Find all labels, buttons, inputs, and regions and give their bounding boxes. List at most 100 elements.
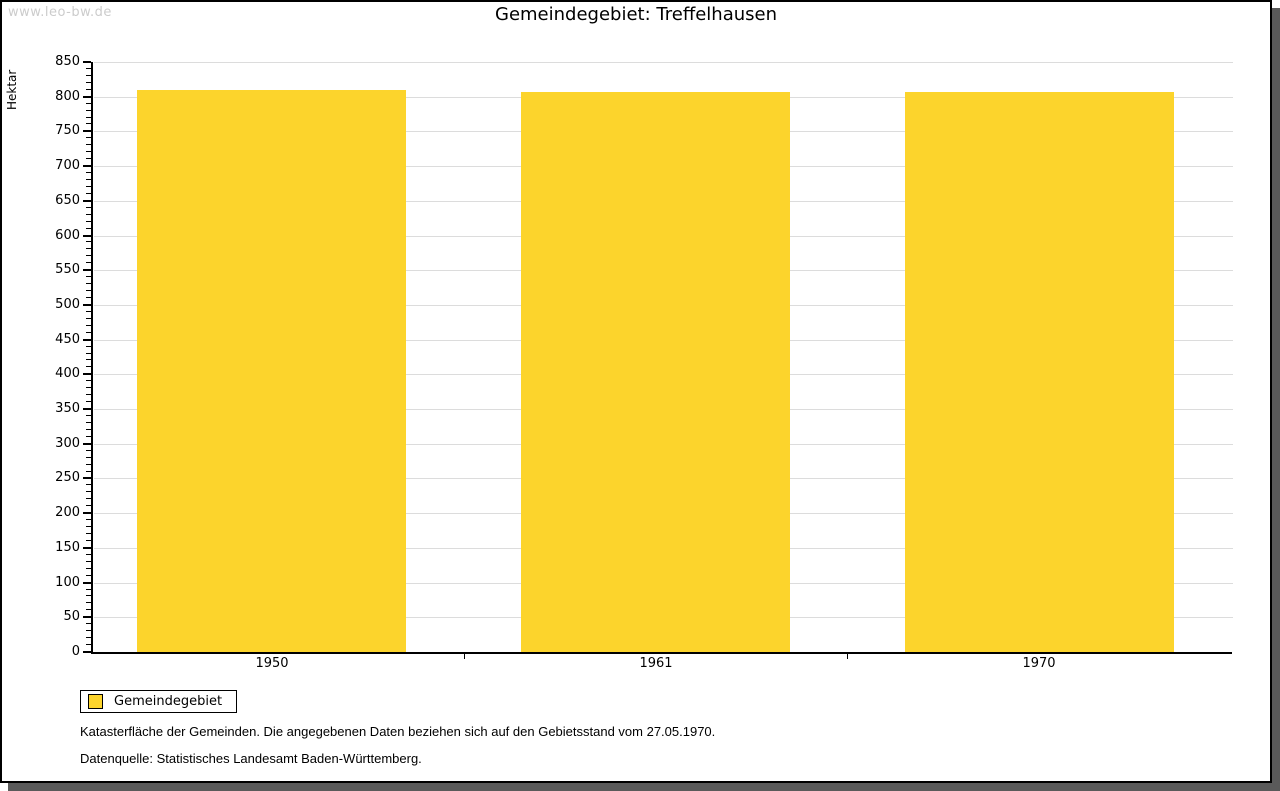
y-tick-minor: [86, 207, 91, 208]
y-tick-minor: [86, 436, 91, 437]
y-axis-line: [91, 62, 93, 654]
chart-title: Gemeindegebiet: Treffelhausen: [495, 4, 777, 25]
bar: [905, 91, 1174, 652]
y-tick-minor: [86, 89, 91, 90]
y-tick-label: 650: [55, 192, 80, 208]
y-tick-minor: [86, 637, 91, 638]
y-tick-minor: [86, 103, 91, 104]
y-tick-label: 100: [55, 574, 80, 590]
y-tick-minor: [86, 137, 91, 138]
y-tick-label: 150: [55, 539, 80, 555]
y-tick-minor: [86, 214, 91, 215]
legend: Gemeindegebiet: [80, 690, 238, 713]
y-tick-major: [83, 477, 91, 479]
y-tick-major: [83, 373, 91, 375]
y-tick-minor: [86, 394, 91, 395]
y-tick-minor: [86, 158, 91, 159]
category-boundary-tick: [847, 654, 848, 659]
y-tick-label: 400: [55, 366, 80, 382]
y-tick-major: [83, 269, 91, 271]
y-tick-major: [83, 130, 91, 132]
y-tick-label: 550: [55, 262, 80, 278]
bar: [521, 91, 790, 652]
y-tick-minor: [86, 602, 91, 603]
y-tick-label: 200: [55, 505, 80, 521]
x-axis-line: [91, 652, 1232, 654]
y-tick-label: 750: [55, 123, 80, 139]
y-tick-minor: [86, 644, 91, 645]
y-tick-major: [83, 443, 91, 445]
y-tick-minor: [86, 325, 91, 326]
y-tick-minor: [86, 311, 91, 312]
y-tick-minor: [86, 540, 91, 541]
y-tick-major: [83, 512, 91, 514]
gridline: [94, 62, 1233, 63]
y-tick-minor: [86, 457, 91, 458]
y-tick-minor: [86, 609, 91, 610]
legend-label: Gemeindegebiet: [114, 694, 223, 709]
legend-swatch-icon: [88, 694, 103, 709]
y-tick-minor: [86, 568, 91, 569]
y-tick-minor: [86, 117, 91, 118]
y-tick-minor: [86, 82, 91, 83]
y-tick-minor: [86, 498, 91, 499]
y-tick-minor: [86, 595, 91, 596]
y-tick-minor: [86, 262, 91, 263]
y-tick-major: [83, 651, 91, 653]
y-tick-minor: [86, 471, 91, 472]
y-tick-minor: [86, 75, 91, 76]
x-tick-label: 1950: [255, 656, 289, 671]
y-tick-minor: [86, 359, 91, 360]
y-tick-major: [83, 616, 91, 618]
y-tick-minor: [86, 276, 91, 277]
y-tick-minor: [86, 554, 91, 555]
y-tick-minor: [86, 228, 91, 229]
x-tick-label: 1970: [1022, 656, 1056, 671]
y-tick-minor: [86, 484, 91, 485]
y-tick-label: 350: [55, 401, 80, 417]
y-tick-major: [83, 582, 91, 584]
y-tick-minor: [86, 387, 91, 388]
y-tick-label: 250: [55, 470, 80, 486]
y-tick-label: 450: [55, 331, 80, 347]
y-tick-minor: [86, 221, 91, 222]
y-tick-minor: [86, 241, 91, 242]
y-tick-minor: [86, 366, 91, 367]
y-tick-minor: [86, 297, 91, 298]
y-tick-minor: [86, 172, 91, 173]
y-tick-minor: [86, 248, 91, 249]
y-tick-minor: [86, 193, 91, 194]
y-tick-minor: [86, 415, 91, 416]
watermark: www.leo-bw.de: [8, 5, 112, 20]
y-tick-minor: [86, 151, 91, 152]
y-tick-minor: [86, 123, 91, 124]
x-tick-label: 1961: [639, 656, 673, 671]
y-tick-label: 850: [55, 54, 80, 69]
y-tick-minor: [86, 429, 91, 430]
bar: [137, 90, 406, 652]
y-tick-major: [83, 165, 91, 167]
y-tick-label: 700: [55, 158, 80, 174]
y-tick-minor: [86, 491, 91, 492]
y-tick-minor: [86, 401, 91, 402]
y-tick-minor: [86, 589, 91, 590]
y-tick-minor: [86, 68, 91, 69]
y-tick-minor: [86, 533, 91, 534]
y-tick-minor: [86, 186, 91, 187]
y-tick-minor: [86, 110, 91, 111]
y-tick-minor: [86, 561, 91, 562]
y-tick-minor: [86, 422, 91, 423]
y-tick-major: [83, 408, 91, 410]
y-tick-minor: [86, 575, 91, 576]
y-tick-minor: [86, 332, 91, 333]
y-tick-minor: [86, 353, 91, 354]
y-tick-minor: [86, 464, 91, 465]
y-tick-label: 500: [55, 296, 80, 312]
y-tick-minor: [86, 318, 91, 319]
y-tick-label: 0: [71, 644, 80, 659]
y-tick-label: 50: [63, 609, 80, 625]
y-tick-minor: [86, 255, 91, 256]
footer-note: Katasterfläche der Gemeinden. Die angege…: [80, 724, 716, 739]
y-tick-minor: [86, 290, 91, 291]
